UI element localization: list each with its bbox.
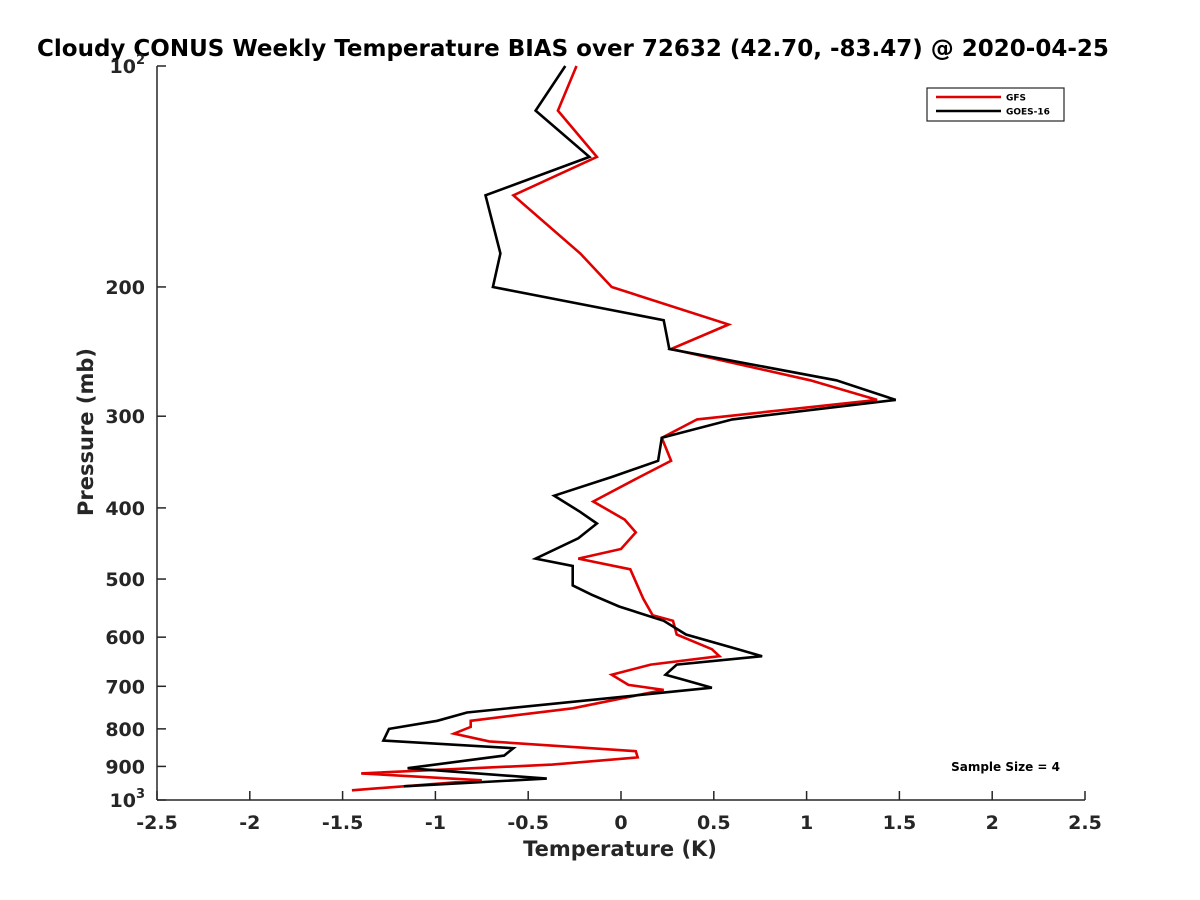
legend: GFS GOES-16 bbox=[926, 87, 1065, 122]
y-tick-exponent: 2 bbox=[136, 53, 145, 68]
x-tick-label: -1 bbox=[425, 812, 446, 834]
y-tick-label: 800 bbox=[105, 719, 145, 741]
legend-label: GOES-16 bbox=[1006, 108, 1050, 118]
series-line-goes-16 bbox=[381, 65, 897, 788]
y-tick-label: 900 bbox=[105, 756, 145, 778]
y-tick-label: 700 bbox=[105, 676, 145, 698]
x-tick-label: -0.5 bbox=[507, 812, 549, 834]
y-tick-label: 600 bbox=[105, 627, 145, 649]
x-tick-label: -1.5 bbox=[322, 812, 364, 834]
sample-size-annotation: Sample Size = 4 bbox=[951, 760, 1060, 774]
x-tick-label: -2.5 bbox=[136, 812, 178, 834]
x-tick-label: 2.5 bbox=[1068, 812, 1102, 834]
legend-label: GFS bbox=[1006, 94, 1026, 104]
y-tick-base: 10 bbox=[110, 790, 136, 812]
series-layer bbox=[351, 65, 897, 792]
x-tick-label: 1.5 bbox=[883, 812, 917, 834]
x-tick-label: 1 bbox=[800, 812, 813, 834]
series-line-gfs bbox=[351, 65, 878, 792]
x-tick-label: 2 bbox=[986, 812, 999, 834]
y-tick-label: 200 bbox=[105, 277, 145, 299]
y-tick-label: 300 bbox=[105, 406, 145, 428]
x-tick-label: 0 bbox=[614, 812, 627, 834]
y-axis-label: Pressure (mb) bbox=[74, 348, 98, 516]
y-tick-label: 102 bbox=[110, 53, 146, 78]
legend-box bbox=[926, 87, 1065, 122]
y-tick-exponent: 3 bbox=[136, 787, 145, 802]
y-tick-label: 103 bbox=[110, 787, 146, 812]
x-axis-label: Temperature (K) bbox=[523, 837, 717, 861]
y-tick-label: 500 bbox=[105, 569, 145, 591]
y-tick-label: 400 bbox=[105, 498, 145, 520]
y-tick-base: 10 bbox=[110, 56, 136, 78]
x-axis-ticks: -2.5 -2 -1.5 -1 -0.5 0 0.5 1 1.5 2 2.5 bbox=[136, 791, 1102, 834]
chart-title: Cloudy CONUS Weekly Temperature BIAS ove… bbox=[37, 36, 1109, 62]
x-tick-label: 0.5 bbox=[697, 812, 731, 834]
x-tick-label: -2 bbox=[239, 812, 260, 834]
